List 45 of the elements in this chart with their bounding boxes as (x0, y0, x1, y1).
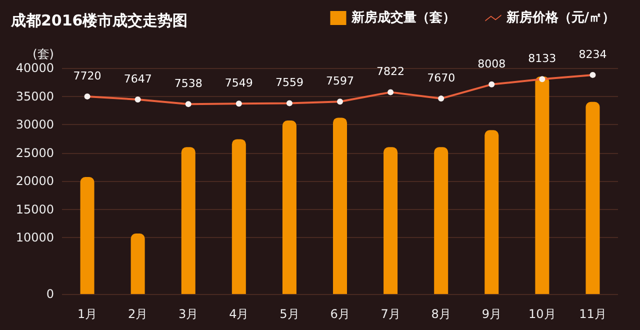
data-label: 7597 (326, 74, 354, 88)
bar (434, 147, 448, 294)
x-tick-label: 3月 (178, 307, 198, 321)
y-tick-label: 10000 (16, 230, 54, 244)
data-label: 7549 (224, 76, 253, 90)
data-label: 7647 (124, 72, 152, 86)
bar (130, 234, 145, 294)
y-axis-title: (套) (32, 47, 54, 61)
x-tick-label: 5月 (280, 307, 300, 321)
legend-label: 新房价格（元/㎡） (505, 10, 615, 26)
y-tick-label: 35000 (16, 89, 54, 104)
y-tick-label: 40000 (16, 61, 54, 75)
bar (535, 76, 550, 294)
bar (232, 139, 246, 294)
data-label: 7559 (275, 76, 304, 90)
x-tick-label: 4月 (229, 307, 249, 321)
bar (484, 130, 499, 294)
data-label: 7670 (427, 72, 456, 85)
data-label: 8008 (478, 57, 506, 70)
x-tick-label: 1月 (77, 307, 98, 321)
x-tick-label: 7月 (380, 307, 400, 321)
bar (384, 147, 398, 294)
x-tick-label: 9月 (482, 307, 502, 321)
x-tick-label: 2月 (128, 307, 148, 321)
x-tick-label: 11月 (579, 307, 606, 321)
bar (181, 147, 196, 294)
legend-label: 新房成交量（套） (350, 10, 456, 26)
x-tick-label: 6月 (330, 307, 350, 321)
y-tick-label: 20000 (16, 174, 54, 188)
bar (333, 118, 347, 294)
chart-title: 成都2016楼市成交走势图 (10, 12, 188, 30)
data-label: 8234 (578, 48, 607, 61)
bar (586, 102, 600, 294)
data-label: 7720 (73, 69, 102, 82)
y-tick-label: 15000 (16, 202, 54, 216)
y-tick-label: 30000 (16, 118, 54, 132)
data-label: 8133 (528, 52, 556, 66)
y-tick-label: 0 (46, 287, 54, 301)
bar (80, 177, 94, 294)
bar (282, 120, 296, 294)
data-label: 7538 (174, 77, 202, 90)
data-label: 7822 (376, 65, 405, 78)
x-tick-label: 8月 (431, 307, 451, 321)
y-tick-label: 25000 (16, 146, 54, 160)
x-tick-label: 10月 (528, 307, 556, 321)
